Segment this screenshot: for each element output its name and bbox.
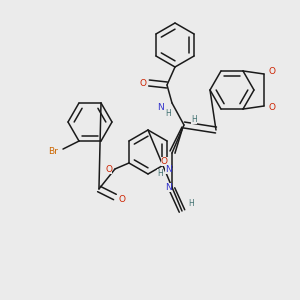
Text: H: H bbox=[188, 199, 194, 208]
Text: O: O bbox=[118, 194, 125, 203]
Text: O: O bbox=[268, 68, 275, 76]
Text: H: H bbox=[157, 169, 163, 178]
Text: N: N bbox=[157, 103, 164, 112]
Text: Br: Br bbox=[48, 147, 58, 156]
Text: O: O bbox=[268, 103, 275, 112]
Text: O: O bbox=[140, 79, 146, 88]
Text: N: N bbox=[165, 164, 171, 173]
Text: O: O bbox=[105, 164, 112, 173]
Text: N: N bbox=[165, 182, 171, 191]
Text: H: H bbox=[191, 115, 197, 124]
Text: O: O bbox=[160, 157, 167, 166]
Text: H: H bbox=[165, 109, 171, 118]
